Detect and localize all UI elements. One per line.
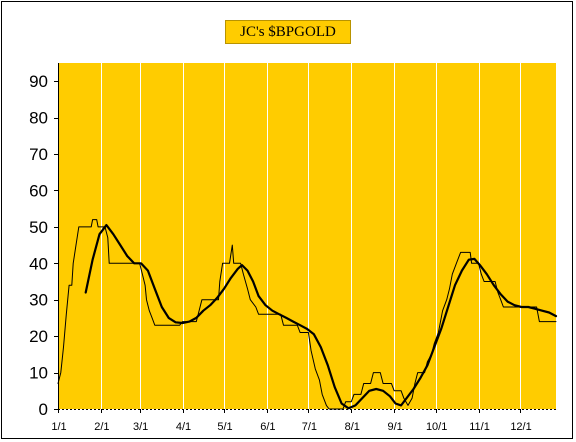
- axes: [54, 63, 556, 413]
- y-tick-label: 0: [39, 400, 48, 419]
- x-tick-label: 10/1: [426, 421, 447, 433]
- x-tick-label: 3/1: [133, 421, 148, 433]
- y-tick-label: 60: [29, 181, 48, 200]
- tick-labels: 0 10 20 30 40 50 60 70 80 90 1/1 2/1 3/1 4/1 5/1 6/1 7/1…: [29, 72, 532, 433]
- plot-area: [58, 63, 556, 409]
- x-tick-label: 12/1: [510, 421, 531, 433]
- y-tick-label: 80: [29, 109, 48, 128]
- y-tick-label: 30: [29, 291, 48, 310]
- x-tick-label: 9/1: [388, 421, 403, 433]
- x-tick-label: 5/1: [217, 421, 232, 433]
- y-tick-label: 90: [29, 72, 48, 91]
- y-tick-label: 50: [29, 218, 48, 237]
- grid-lines: [101, 63, 521, 409]
- x-tick-label: 6/1: [260, 421, 275, 433]
- y-tick-label: 40: [29, 254, 48, 273]
- y-tick-label: 70: [29, 145, 48, 164]
- x-tick-label: 4/1: [176, 421, 191, 433]
- series-line-smooth: [84, 224, 558, 410]
- x-tick-label: 1/1: [51, 421, 66, 433]
- y-tick-label: 20: [29, 327, 48, 346]
- x-tick-label: 2/1: [94, 421, 109, 433]
- series-line-step: [57, 219, 557, 410]
- y-tick-label: 10: [29, 364, 48, 383]
- x-tick-label: 11/1: [469, 421, 490, 433]
- series-layer: [57, 219, 558, 410]
- chart-title: JC's $BPGOLD: [225, 20, 351, 44]
- x-tick-label: 8/1: [345, 421, 360, 433]
- x-tick-label: 7/1: [302, 421, 317, 433]
